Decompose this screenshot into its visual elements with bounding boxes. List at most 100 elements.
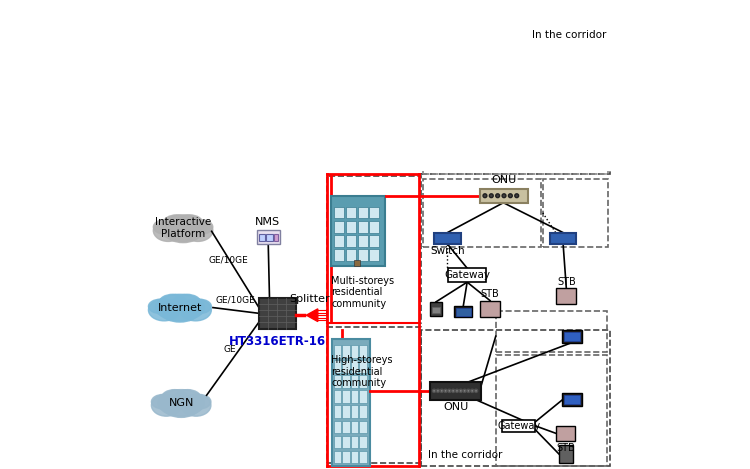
FancyBboxPatch shape — [334, 421, 341, 433]
Circle shape — [440, 389, 443, 393]
FancyBboxPatch shape — [334, 250, 344, 261]
Ellipse shape — [160, 215, 206, 242]
Text: Multi-storeys
residential
community: Multi-storeys residential community — [332, 276, 394, 309]
Ellipse shape — [188, 394, 211, 409]
FancyBboxPatch shape — [456, 308, 471, 316]
FancyBboxPatch shape — [431, 307, 440, 313]
Text: HT3316ETR-16: HT3316ETR-16 — [229, 335, 326, 348]
FancyBboxPatch shape — [351, 375, 358, 388]
Ellipse shape — [165, 401, 198, 417]
Ellipse shape — [163, 305, 197, 322]
FancyBboxPatch shape — [259, 234, 265, 242]
Bar — [496, 355, 607, 467]
FancyBboxPatch shape — [334, 405, 341, 418]
Ellipse shape — [173, 294, 201, 311]
Ellipse shape — [183, 219, 213, 242]
FancyBboxPatch shape — [342, 436, 350, 448]
Circle shape — [463, 389, 466, 393]
Circle shape — [433, 389, 436, 393]
FancyBboxPatch shape — [342, 345, 350, 358]
FancyBboxPatch shape — [358, 221, 368, 233]
FancyBboxPatch shape — [332, 340, 370, 467]
FancyBboxPatch shape — [359, 360, 367, 373]
FancyBboxPatch shape — [274, 234, 278, 242]
FancyBboxPatch shape — [351, 405, 358, 418]
FancyBboxPatch shape — [257, 230, 280, 244]
Ellipse shape — [148, 299, 180, 321]
Text: Gateway: Gateway — [444, 270, 491, 280]
Text: ONU: ONU — [443, 402, 468, 412]
FancyBboxPatch shape — [454, 306, 472, 317]
Circle shape — [459, 389, 463, 393]
FancyBboxPatch shape — [359, 421, 367, 433]
Ellipse shape — [187, 299, 211, 314]
FancyBboxPatch shape — [370, 221, 380, 233]
Ellipse shape — [153, 219, 183, 242]
Text: NMS: NMS — [254, 217, 280, 227]
Ellipse shape — [152, 394, 175, 409]
FancyBboxPatch shape — [259, 298, 296, 329]
FancyBboxPatch shape — [342, 451, 350, 463]
FancyBboxPatch shape — [358, 235, 368, 247]
Ellipse shape — [176, 215, 203, 232]
FancyBboxPatch shape — [359, 436, 367, 448]
Circle shape — [475, 389, 478, 393]
FancyBboxPatch shape — [342, 390, 350, 403]
Ellipse shape — [182, 394, 211, 416]
Ellipse shape — [148, 299, 173, 314]
FancyBboxPatch shape — [480, 189, 527, 203]
FancyBboxPatch shape — [564, 332, 580, 340]
FancyBboxPatch shape — [346, 235, 355, 247]
Circle shape — [502, 194, 506, 197]
FancyBboxPatch shape — [358, 206, 368, 218]
Ellipse shape — [190, 219, 213, 234]
FancyBboxPatch shape — [430, 382, 482, 400]
Text: STB: STB — [481, 289, 500, 299]
FancyBboxPatch shape — [334, 451, 341, 463]
Text: High-storeys
residential
community: High-storeys residential community — [332, 355, 393, 388]
Bar — [422, 27, 610, 174]
Ellipse shape — [158, 390, 204, 416]
FancyBboxPatch shape — [346, 206, 355, 218]
Bar — [327, 326, 421, 463]
Circle shape — [466, 389, 470, 393]
FancyBboxPatch shape — [556, 426, 575, 441]
FancyBboxPatch shape — [351, 436, 358, 448]
Bar — [423, 101, 608, 174]
FancyBboxPatch shape — [358, 250, 368, 261]
FancyBboxPatch shape — [334, 390, 341, 403]
Circle shape — [514, 194, 519, 197]
FancyBboxPatch shape — [556, 288, 577, 304]
Text: GE/10GE: GE/10GE — [209, 255, 249, 264]
FancyBboxPatch shape — [430, 302, 442, 316]
FancyBboxPatch shape — [334, 360, 341, 373]
FancyBboxPatch shape — [502, 420, 536, 431]
FancyBboxPatch shape — [351, 360, 358, 373]
Bar — [327, 176, 421, 324]
FancyBboxPatch shape — [359, 345, 367, 358]
Ellipse shape — [159, 294, 187, 311]
Text: Gateway: Gateway — [497, 421, 540, 431]
Text: STB: STB — [557, 277, 576, 287]
Ellipse shape — [175, 390, 201, 407]
Circle shape — [496, 194, 500, 197]
FancyBboxPatch shape — [266, 234, 273, 242]
Ellipse shape — [153, 219, 176, 234]
FancyBboxPatch shape — [434, 233, 460, 244]
Circle shape — [448, 389, 451, 393]
FancyBboxPatch shape — [346, 221, 355, 233]
FancyBboxPatch shape — [351, 451, 358, 463]
Text: Internet: Internet — [158, 303, 202, 312]
Circle shape — [444, 389, 447, 393]
FancyBboxPatch shape — [370, 235, 380, 247]
Ellipse shape — [161, 390, 188, 407]
FancyBboxPatch shape — [359, 405, 367, 418]
Ellipse shape — [155, 294, 204, 321]
FancyBboxPatch shape — [448, 268, 486, 282]
Ellipse shape — [166, 226, 200, 242]
FancyBboxPatch shape — [342, 421, 350, 433]
FancyBboxPatch shape — [359, 390, 367, 403]
Text: Switch: Switch — [430, 246, 465, 256]
FancyBboxPatch shape — [480, 301, 500, 317]
FancyBboxPatch shape — [342, 375, 350, 388]
